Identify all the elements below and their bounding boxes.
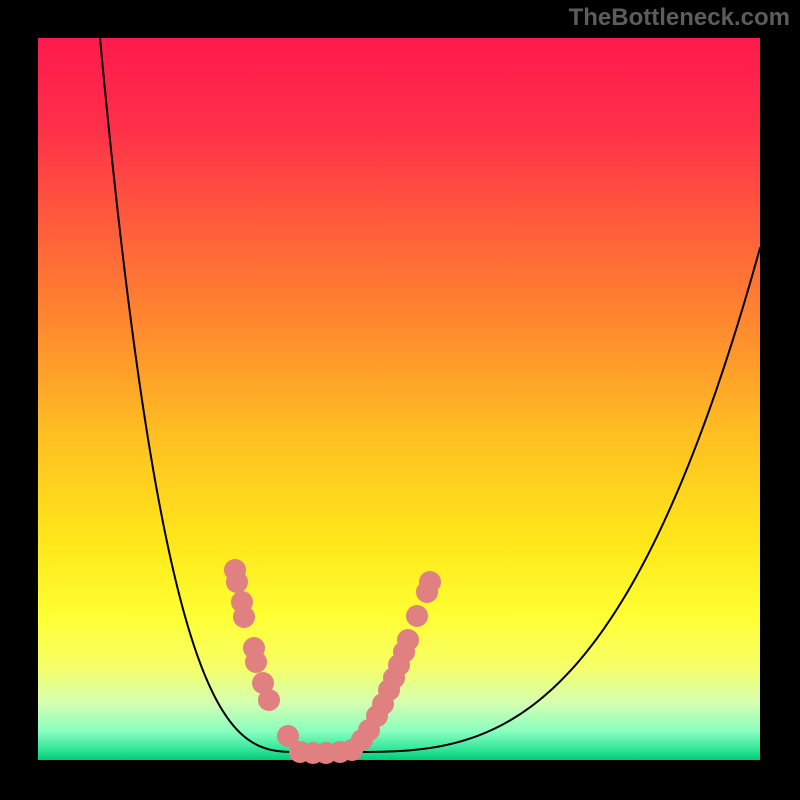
marker-dot — [419, 571, 441, 593]
marker-dot — [245, 651, 267, 673]
chart-root: TheBottleneck.com — [0, 0, 800, 800]
bottleneck-chart — [0, 0, 800, 800]
marker-dot — [226, 571, 248, 593]
marker-dot — [406, 605, 428, 627]
marker-dot — [258, 689, 280, 711]
marker-dot — [397, 629, 419, 651]
marker-dot — [233, 606, 255, 628]
